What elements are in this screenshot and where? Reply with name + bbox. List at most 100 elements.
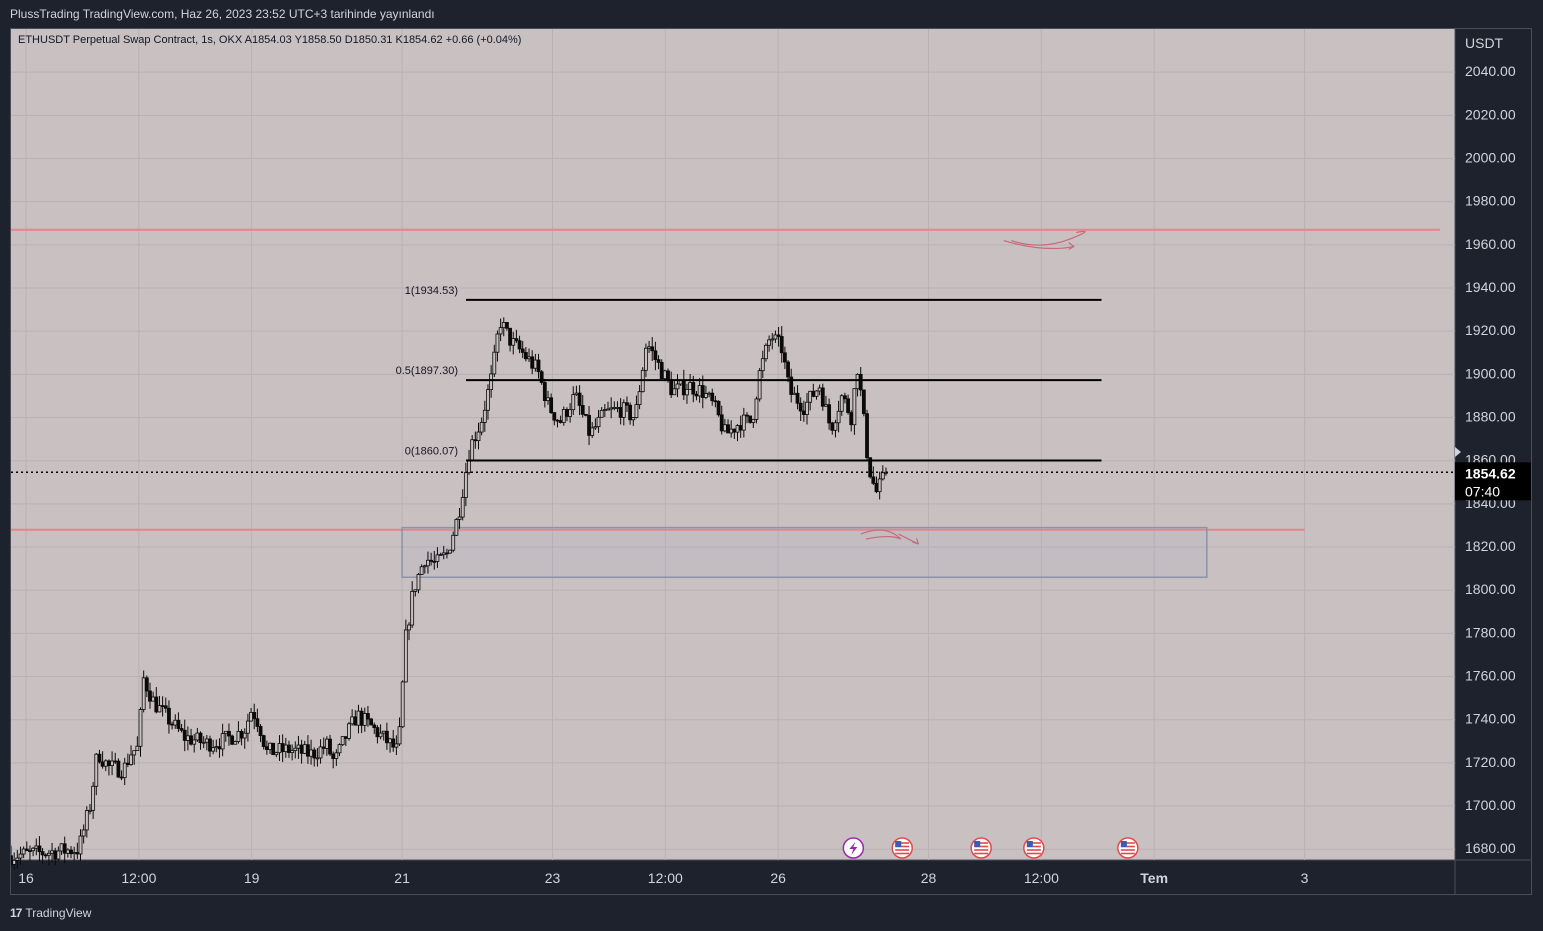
candle-body — [713, 400, 718, 403]
y-tick-label: 1760.00 — [1465, 668, 1516, 684]
candle-body — [694, 393, 699, 397]
candle-body — [318, 746, 323, 759]
y-tick-label: 1920.00 — [1465, 322, 1516, 338]
candle-body — [808, 390, 813, 403]
candle-body — [331, 753, 336, 759]
candle-body — [691, 382, 696, 395]
candle-body — [861, 389, 866, 415]
footer: 17 TradingView — [10, 903, 91, 923]
candle-body — [741, 414, 746, 431]
candle-body — [107, 760, 111, 767]
candle-body — [151, 696, 156, 702]
candle-body — [880, 472, 885, 480]
x-tick-label: 12:00 — [1024, 870, 1059, 886]
candle-body — [877, 478, 882, 493]
candle-body — [539, 371, 544, 383]
candle-body — [805, 401, 809, 415]
candle-body — [536, 359, 541, 373]
candle-body — [422, 565, 427, 568]
candle-body — [369, 718, 373, 726]
candle-body — [565, 409, 569, 417]
candle-body — [208, 738, 212, 752]
candle-body — [242, 732, 247, 739]
candle-body — [72, 852, 77, 855]
candle-body — [429, 559, 434, 562]
candle-body — [735, 425, 740, 433]
candle-body — [460, 497, 465, 518]
candle-body — [511, 338, 516, 346]
candle-body — [334, 752, 339, 759]
y-tick-label: 1900.00 — [1465, 365, 1516, 381]
candle-body — [552, 412, 557, 421]
candle-body — [764, 344, 768, 360]
candle-body — [830, 422, 835, 431]
price-chart[interactable]: 2040.00 2020.00 2000.00 1980.00 1960.00 1940.… — [11, 29, 1531, 894]
y-tick-label: 1960.00 — [1465, 236, 1516, 252]
candle-body — [163, 705, 168, 709]
candle-body — [366, 713, 370, 720]
candle-body — [438, 554, 443, 557]
candle-body — [340, 736, 345, 746]
candle-body — [846, 398, 850, 413]
candle-body — [261, 735, 266, 747]
candle-body — [211, 747, 216, 752]
candle-body — [249, 712, 253, 722]
candle-body — [782, 352, 787, 363]
candle-body — [754, 398, 759, 420]
candle-body — [110, 760, 114, 767]
candle-body — [97, 753, 102, 763]
candle-body — [520, 348, 525, 353]
candle-body — [441, 552, 446, 556]
candle-body — [681, 380, 686, 396]
candle-body — [328, 738, 332, 755]
candle-body — [618, 407, 623, 418]
candle-body — [779, 336, 784, 354]
candle-body — [571, 394, 576, 411]
candle-body — [587, 414, 591, 436]
candle-body — [625, 402, 629, 406]
candle-body — [596, 416, 601, 428]
fib-level-label: 1(1934.53) — [405, 285, 458, 297]
candle-body — [574, 392, 579, 396]
candle-body — [312, 749, 317, 759]
x-tick-label: 12:00 — [648, 870, 683, 886]
candle-body — [593, 426, 598, 429]
candle-body — [492, 351, 497, 375]
candle-body — [707, 392, 711, 395]
candle-body — [795, 392, 800, 404]
candle-body — [362, 713, 367, 726]
candle-body — [568, 409, 572, 417]
candle-body — [817, 387, 822, 392]
candle-body — [824, 404, 828, 407]
candle-body — [644, 347, 648, 371]
candle-body — [21, 848, 26, 855]
candle-body — [650, 346, 655, 352]
candle-body — [394, 743, 399, 748]
y-tick-label: 1940.00 — [1465, 279, 1516, 295]
candle-body — [719, 414, 724, 432]
candle-body — [324, 738, 329, 749]
candle-body — [467, 460, 471, 474]
time-axis-background — [11, 860, 1531, 894]
candle-body — [757, 370, 762, 400]
candle-body — [849, 412, 854, 426]
candle-body — [88, 809, 92, 812]
candle-body — [119, 776, 124, 779]
candle-body — [75, 852, 80, 855]
x-tick-label: 28 — [921, 870, 937, 886]
candle-body — [258, 725, 263, 736]
us-flag-event-icon — [1023, 837, 1045, 859]
candle-body — [700, 385, 705, 398]
price-axis-background — [1455, 29, 1531, 894]
candle-body — [138, 709, 143, 747]
candle-body — [530, 356, 535, 369]
candle-body — [451, 534, 456, 551]
candle-body — [290, 750, 295, 753]
candle-body — [653, 350, 658, 361]
candle-body — [482, 409, 487, 423]
candle-body — [391, 738, 396, 748]
candle-body — [685, 388, 689, 396]
candle-body — [476, 431, 481, 442]
candle-body — [34, 845, 39, 849]
y-tick-label: 2000.00 — [1465, 150, 1516, 166]
